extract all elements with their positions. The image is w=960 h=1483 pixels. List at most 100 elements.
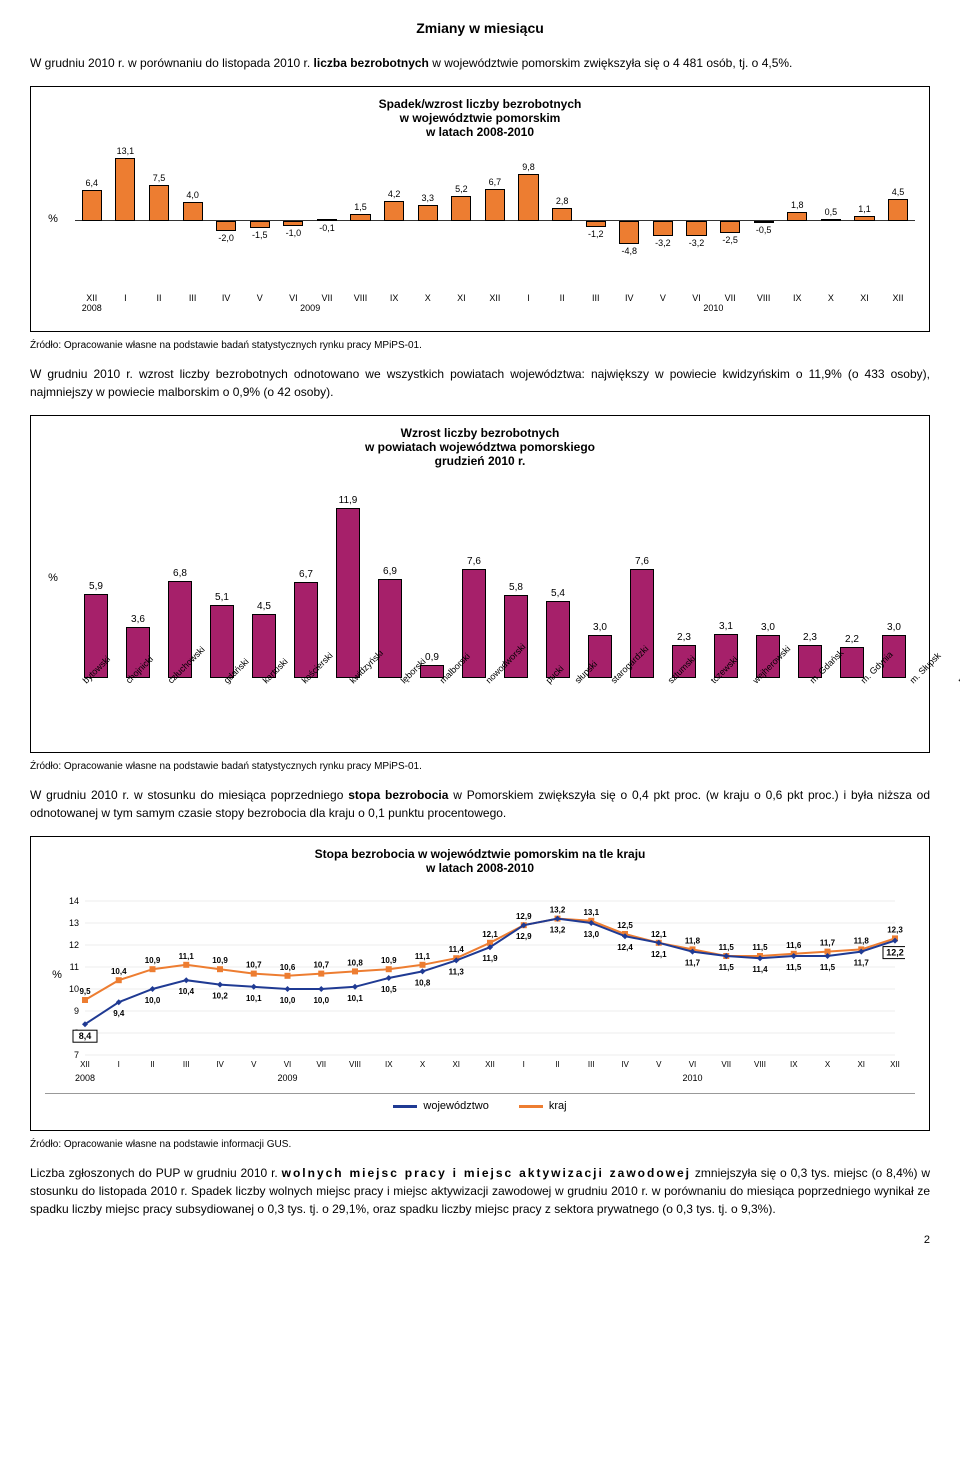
svg-text:VIII: VIII — [754, 1060, 766, 1069]
svg-text:11,7: 11,7 — [685, 959, 701, 968]
chart1-bar: -0,5 — [747, 149, 781, 269]
svg-text:X: X — [420, 1060, 426, 1069]
legend-swatch-wojewodztwo — [393, 1105, 417, 1108]
svg-text:10,9: 10,9 — [212, 956, 228, 965]
svg-text:IV: IV — [621, 1060, 629, 1069]
chart1-title: Spadek/wzrost liczby bezrobotnychw wojew… — [45, 97, 915, 139]
chart1-bar: 4,5 — [881, 149, 915, 269]
svg-text:10: 10 — [69, 984, 79, 994]
chart1-bar: 0,5 — [814, 149, 848, 269]
svg-text:9,4: 9,4 — [113, 1009, 125, 1018]
source-2: Źródło: Opracowanie własne na podstawie … — [30, 761, 930, 772]
chart1-container: Spadek/wzrost liczby bezrobotnychw wojew… — [30, 86, 930, 332]
svg-text:8,4: 8,4 — [79, 1031, 92, 1041]
chart1-bar: 1,1 — [848, 149, 882, 269]
svg-text:XI: XI — [452, 1060, 460, 1069]
legend-wojewodztwo: województwo — [393, 1100, 488, 1112]
svg-text:11,5: 11,5 — [786, 963, 802, 972]
svg-text:13: 13 — [69, 918, 79, 928]
svg-text:11,3: 11,3 — [449, 967, 465, 976]
svg-text:II: II — [555, 1060, 559, 1069]
svg-text:11,5: 11,5 — [719, 963, 735, 972]
svg-text:10,8: 10,8 — [347, 958, 363, 967]
svg-text:VIII: VIII — [349, 1060, 361, 1069]
svg-text:10,9: 10,9 — [145, 956, 161, 965]
legend-label-kraj: kraj — [549, 1100, 567, 1112]
svg-text:VI: VI — [284, 1060, 292, 1069]
svg-text:11,4: 11,4 — [449, 945, 465, 954]
chart3-container: Stopa bezrobocia w województwie pomorski… — [30, 836, 930, 1131]
svg-text:III: III — [588, 1060, 595, 1069]
svg-text:V: V — [251, 1060, 257, 1069]
chart1-bar: -3,2 — [646, 149, 680, 269]
svg-text:2008: 2008 — [75, 1073, 95, 1083]
chart1-bar: -2,5 — [713, 149, 747, 269]
svg-text:11,9: 11,9 — [482, 954, 498, 963]
svg-text:13,2: 13,2 — [550, 906, 566, 915]
svg-text:VI: VI — [689, 1060, 697, 1069]
svg-text:9: 9 — [74, 1006, 79, 1016]
svg-text:12,1: 12,1 — [651, 930, 667, 939]
svg-text:11,5: 11,5 — [820, 963, 836, 972]
svg-text:13,2: 13,2 — [550, 926, 566, 935]
svg-text:II: II — [150, 1060, 154, 1069]
chart1-bar: -1,5 — [243, 149, 277, 269]
svg-text:10,5: 10,5 — [381, 985, 397, 994]
svg-text:11,7: 11,7 — [854, 959, 870, 968]
chart1-bar: -3,2 — [680, 149, 714, 269]
document-title: Zmiany w miesiącu — [30, 20, 930, 36]
svg-text:13,1: 13,1 — [583, 908, 599, 917]
paragraph-2: W grudniu 2010 r. wzrost liczby bezrobot… — [30, 365, 930, 401]
svg-text:12,1: 12,1 — [651, 950, 667, 959]
svg-text:9,5: 9,5 — [79, 987, 91, 996]
chart2-xlabels: bytowskichojnickiczłuchowskigdańskikartu… — [75, 684, 915, 734]
para1-pre: W grudniu 2010 r. w porównaniu do listop… — [30, 56, 314, 70]
svg-text:12,5: 12,5 — [617, 921, 633, 930]
chart3-title: Stopa bezrobocia w województwie pomorski… — [45, 847, 915, 875]
chart1-bar: 1,5 — [344, 149, 378, 269]
chart1-bar: 6,7 — [478, 149, 512, 269]
legend-label-wojewodztwo: województwo — [423, 1100, 488, 1112]
svg-text:10,0: 10,0 — [145, 996, 161, 1005]
svg-text:7: 7 — [74, 1050, 79, 1060]
svg-text:11,1: 11,1 — [415, 952, 431, 961]
para3-pre: W grudniu 2010 r. w stosunku do miesiąca… — [30, 788, 348, 802]
paragraph-3: W grudniu 2010 r. w stosunku do miesiąca… — [30, 786, 930, 822]
paragraph-4: Liczba zgłoszonych do PUP w grudniu 2010… — [30, 1164, 930, 1218]
svg-text:12,2: 12,2 — [886, 948, 904, 958]
svg-text:VII: VII — [721, 1060, 731, 1069]
svg-text:11,5: 11,5 — [719, 943, 735, 952]
svg-text:14: 14 — [69, 896, 79, 906]
chart1-bar: -1,2 — [579, 149, 613, 269]
svg-text:IX: IX — [790, 1060, 798, 1069]
chart1-bar: 5,2 — [445, 149, 479, 269]
svg-text:V: V — [656, 1060, 662, 1069]
svg-text:10,4: 10,4 — [178, 987, 194, 996]
chart1-bar: 4,0 — [176, 149, 210, 269]
legend-swatch-kraj — [519, 1105, 543, 1108]
svg-text:10,7: 10,7 — [246, 961, 262, 970]
svg-text:12: 12 — [69, 940, 79, 950]
chart2-title: Wzrost liczby bezrobotnychw powiatach wo… — [45, 426, 915, 468]
svg-text:XII: XII — [890, 1060, 900, 1069]
chart1-bar: 9,8 — [512, 149, 546, 269]
svg-text:XII: XII — [80, 1060, 90, 1069]
svg-text:I: I — [118, 1060, 120, 1069]
svg-text:12,3: 12,3 — [887, 925, 903, 934]
svg-text:IV: IV — [216, 1060, 224, 1069]
chart1-bar: 3,3 — [411, 149, 445, 269]
svg-text:11,7: 11,7 — [820, 939, 836, 948]
svg-text:IX: IX — [385, 1060, 393, 1069]
source-1: Źródło: Opracowanie własne na podstawie … — [30, 340, 930, 351]
para3-bold: stopa bezrobocia — [348, 788, 448, 802]
svg-text:2010: 2010 — [682, 1073, 702, 1083]
chart1-bar: 13,1 — [109, 149, 143, 269]
svg-text:10,4: 10,4 — [111, 967, 127, 976]
svg-text:10,9: 10,9 — [381, 956, 397, 965]
svg-text:10,1: 10,1 — [246, 994, 262, 1003]
chart1-bar: -2,0 — [209, 149, 243, 269]
chart1-bar: 6,4 — [75, 149, 109, 269]
svg-text:X: X — [825, 1060, 831, 1069]
svg-text:13,0: 13,0 — [583, 930, 599, 939]
svg-text:2009: 2009 — [277, 1073, 297, 1083]
